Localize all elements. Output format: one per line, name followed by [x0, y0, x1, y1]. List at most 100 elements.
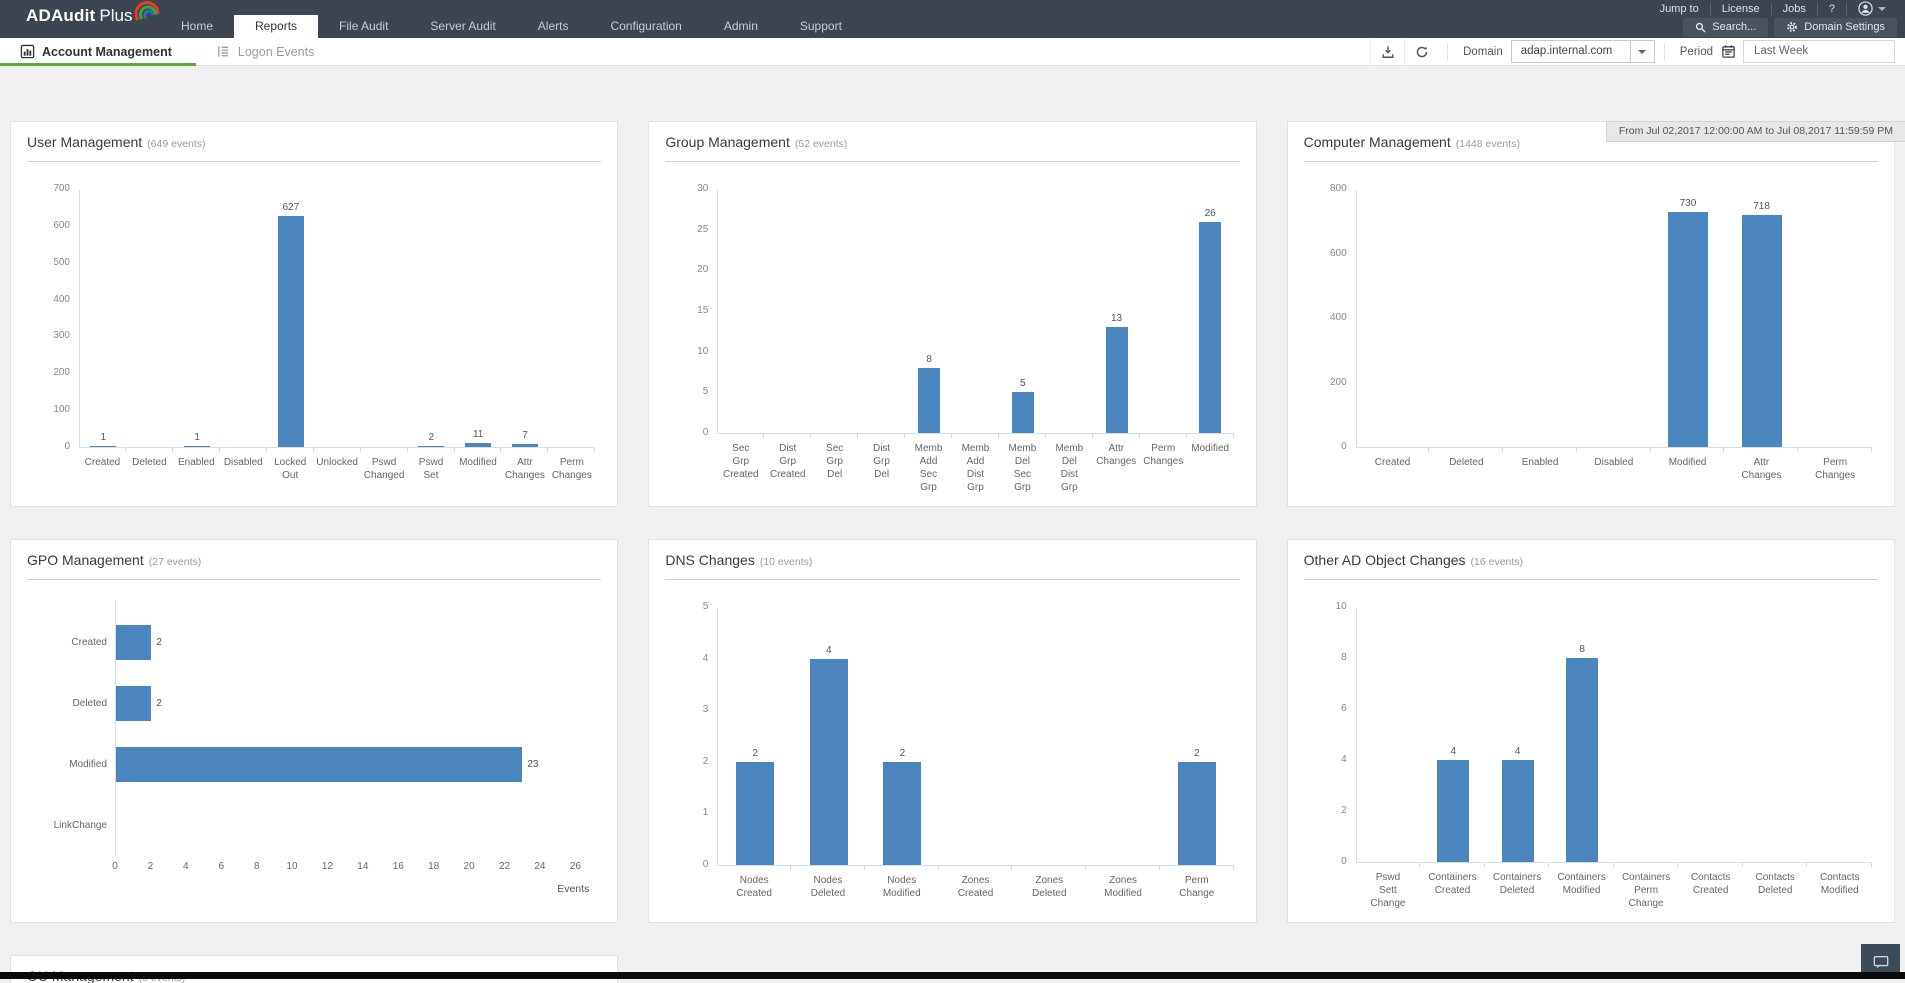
bar-created[interactable]	[116, 625, 152, 660]
nav-item-reports[interactable]: Reports	[234, 15, 319, 38]
nav-item-admin[interactable]: Admin	[723, 19, 758, 33]
bar-containers-created[interactable]	[1437, 760, 1470, 862]
bar-perm-change[interactable]	[1177, 762, 1216, 865]
domain-select[interactable]: adap.internal.com	[1510, 40, 1655, 63]
caret-down-icon	[1878, 6, 1886, 11]
nav-item-server-audit[interactable]: Server Audit	[430, 19, 496, 33]
tab-account-management[interactable]: Account Management	[0, 38, 196, 66]
bar-nodes-created[interactable]	[736, 762, 775, 865]
bar-modified[interactable]	[465, 443, 492, 447]
period-value-field[interactable]: Last Week	[1743, 40, 1895, 63]
bar-containers-deleted[interactable]	[1501, 760, 1534, 862]
y-axis-tick: 200	[1329, 376, 1347, 388]
chart-card-header: Group Management (52 events)	[665, 134, 1240, 162]
nav-item-home[interactable]: Home	[181, 19, 214, 33]
chart-title: Group Management	[665, 134, 790, 150]
logo-text-secondary: Plus	[99, 6, 133, 25]
bar-created[interactable]	[90, 446, 117, 447]
y-axis-tick: 10	[697, 345, 709, 357]
bar-containers-modified[interactable]	[1566, 658, 1599, 862]
y-axis-tick: 20	[697, 264, 709, 276]
bar-row-modified: Modified 23	[69, 734, 575, 795]
x-label-locked-out: Locked Out	[274, 457, 307, 481]
bar-value-label: 1	[194, 432, 200, 443]
x-label-containers-modified: Containers Modified	[1557, 872, 1606, 896]
y-axis-tick: 4	[702, 652, 709, 664]
bar-value-label: 2	[899, 748, 906, 759]
x-axis-labels: Created Deleted Enabled Disabled Modified Att…	[1356, 452, 1872, 482]
bar-locked-out[interactable]	[277, 216, 304, 447]
x-axis-tick: 12	[321, 861, 334, 872]
y-axis-tick: 4	[1341, 754, 1347, 765]
x-label-memb-del-dist-grp: Memb Del Dist Grp	[1055, 443, 1084, 493]
refresh-button[interactable]	[1404, 38, 1438, 65]
x-axis-tick	[717, 866, 792, 870]
x-axis-labels: Sec Grp Created Dist Grp Created Sec Grp Del Dist…	[717, 438, 1233, 494]
bar-cell	[939, 608, 1013, 865]
x-axis-tick: 22	[498, 861, 511, 872]
bar-modified[interactable]	[116, 747, 523, 782]
x-axis-tick	[1046, 434, 1093, 438]
x-axis-tick	[1187, 434, 1234, 438]
export-button[interactable]	[1370, 38, 1404, 65]
x-axis-tick	[1012, 866, 1087, 870]
x-label-perm-changes: Perm Changes	[1815, 457, 1856, 481]
bar-memb-del-sec-grp[interactable]	[1011, 392, 1034, 433]
x-axis-tick	[1356, 863, 1421, 867]
x-axis-tick	[1485, 863, 1550, 867]
bar-memb-add-sec-grp[interactable]	[918, 368, 941, 433]
x-axis-tick	[501, 448, 549, 452]
x-axis-tick	[408, 448, 455, 452]
bar-value-label: 8	[926, 354, 932, 365]
y-label-modified: Modified	[69, 759, 107, 770]
vertical-bar-chart: 0 1 2 3 4 5 2 4 2 2 Nodes Created Nodes Deleted Nodes M…	[665, 594, 1239, 900]
bar-attr-changes[interactable]	[1741, 215, 1782, 447]
chat-icon	[1873, 955, 1888, 969]
x-label-containers-perm-change: Containers Perm Change	[1621, 872, 1671, 909]
x-axis-tick	[1724, 448, 1799, 452]
logo-swirl-icon	[135, 1, 160, 21]
bar-attr-changes[interactable]	[512, 444, 539, 447]
chart-body: 0 5 10 15 20 25 30 8 5 13 26 Sec Grp Created Dist Grp Cr…	[665, 176, 1239, 494]
y-axis-tick: 30	[697, 183, 709, 194]
nav-item-alerts[interactable]: Alerts	[537, 19, 569, 33]
x-axis-labels: Created Deleted Enabled Disabled Locked Out Un…	[79, 452, 595, 482]
bar-nodes-modified[interactable]	[883, 762, 922, 865]
bar-enabled[interactable]	[184, 446, 211, 447]
user-menu[interactable]	[1847, 1, 1897, 16]
chart-card-header: DNS Changes (10 events)	[665, 552, 1240, 580]
x-axis-tick	[1651, 448, 1725, 452]
chart-card-header: GPO Management (27 events)	[27, 552, 602, 580]
bar-deleted[interactable]	[116, 686, 152, 721]
tab-logon-events[interactable]: Logon Events	[196, 38, 338, 65]
x-label-pswd-changed: Pswd Changed	[363, 457, 405, 481]
bar-nodes-deleted[interactable]	[809, 659, 848, 865]
toolbar-divider	[1447, 42, 1449, 61]
x-axis-tick	[79, 448, 126, 452]
utility-link-help[interactable]: ?	[1818, 2, 1847, 15]
y-axis-tick: 8	[1341, 652, 1347, 663]
domain-settings-button[interactable]: Domain Settings	[1774, 18, 1897, 37]
bar-pswd-set[interactable]	[418, 446, 445, 447]
x-label-containers-deleted: Containers Deleted	[1492, 872, 1542, 896]
x-label-deleted: Deleted	[132, 457, 167, 468]
nav-item-file-audit[interactable]: File Audit	[339, 19, 389, 33]
search-button[interactable]: Search...	[1683, 18, 1769, 37]
x-label-nodes-deleted: Nodes Deleted	[810, 875, 846, 899]
calendar-icon	[1722, 45, 1735, 58]
nav-item-support[interactable]: Support	[799, 19, 842, 33]
utility-link-jobs[interactable]: Jobs	[1772, 2, 1818, 15]
bar-modified[interactable]	[1199, 222, 1222, 433]
bar-value-label: 23	[527, 759, 539, 770]
bar-modified[interactable]	[1667, 212, 1708, 447]
period-calendar-button[interactable]	[1721, 44, 1736, 59]
utility-link-license[interactable]: License	[1711, 2, 1772, 15]
bar-attr-changes[interactable]	[1105, 327, 1128, 433]
bar-cell	[1614, 608, 1678, 862]
x-axis-tick	[548, 448, 596, 452]
nav-item-configuration[interactable]: Configuration	[610, 19, 682, 33]
utility-link-jump-to[interactable]: Jump to	[1649, 2, 1711, 15]
x-label-disabled: Disabled	[1594, 457, 1634, 468]
x-axis-tick	[361, 448, 408, 452]
y-axis-tick: 2	[1341, 805, 1347, 816]
